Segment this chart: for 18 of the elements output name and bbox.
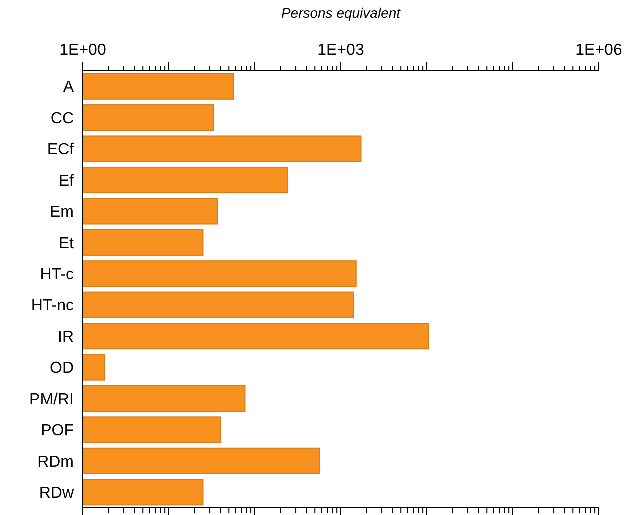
y-tick-label: Et: [58, 235, 75, 252]
y-tick-label: A: [63, 79, 74, 96]
y-tick-label: Ef: [58, 172, 75, 190]
y-tick-label: IR: [58, 328, 74, 346]
x-tick-label: 1E+06: [576, 42, 622, 59]
y-tick-label: PM/RI: [30, 391, 74, 408]
y-tick-label: Em: [50, 204, 74, 222]
y-tick-label: OD: [50, 360, 74, 378]
y-tick-label: HT-c: [40, 266, 74, 284]
y-tick-label: POF: [41, 422, 74, 440]
x-tick-label: 1E+03: [318, 42, 364, 59]
x-tick-label: 1E+00: [60, 42, 106, 59]
y-tick-label: RDw: [39, 484, 74, 502]
y-tick-label: RDm: [38, 454, 74, 471]
y-tick-label: ECf: [47, 142, 75, 159]
x-axis-title: Persons equivalent: [281, 5, 402, 21]
y-tick-label: CC: [50, 110, 74, 128]
y-tick-label: HT-nc: [31, 298, 74, 315]
